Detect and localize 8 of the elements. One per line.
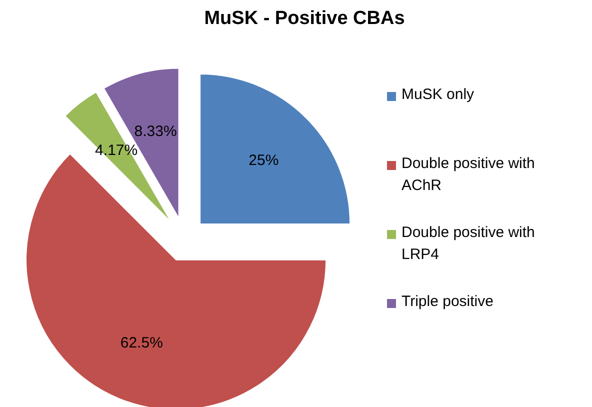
data-label: 25%	[248, 152, 279, 169]
data-label: 62.5%	[120, 334, 163, 352]
legend-label: MuSK only	[402, 86, 475, 103]
legend-label: Triple positive	[402, 293, 494, 310]
data-label: 8.33%	[134, 122, 177, 140]
legend-label: Double positive with LRP4	[402, 224, 535, 263]
legend-label: Double positive with AChR	[402, 155, 535, 194]
chart-title: MuSK - Positive CBAs	[204, 8, 405, 29]
